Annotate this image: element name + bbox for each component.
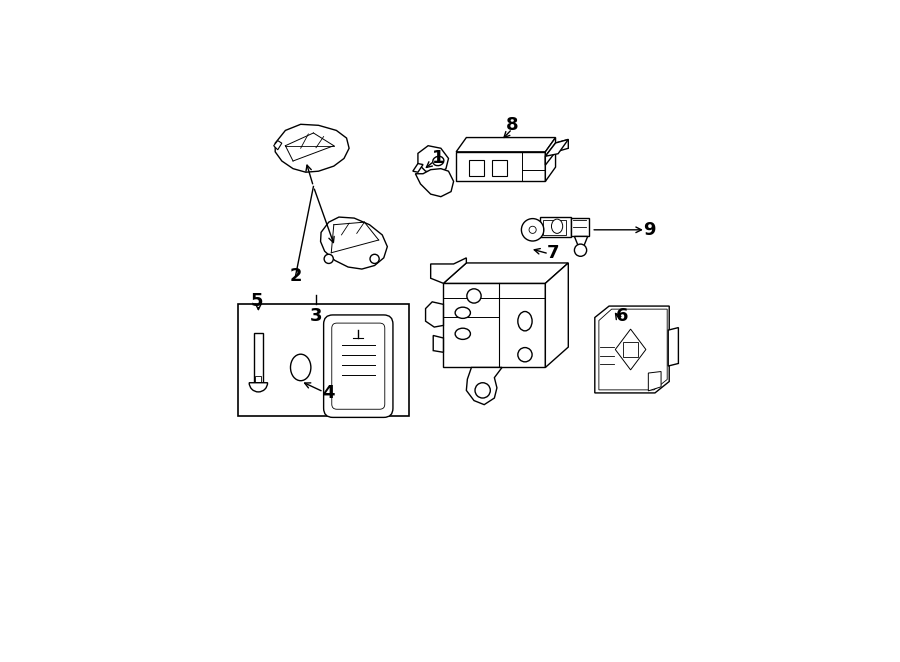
Circle shape <box>475 383 491 398</box>
Text: 8: 8 <box>506 117 518 134</box>
Polygon shape <box>426 302 444 327</box>
Polygon shape <box>433 336 444 352</box>
Polygon shape <box>668 328 679 366</box>
Polygon shape <box>545 140 568 165</box>
Circle shape <box>521 218 544 241</box>
Bar <box>491 160 507 176</box>
Polygon shape <box>571 218 589 236</box>
Polygon shape <box>540 217 571 238</box>
Text: 3: 3 <box>310 307 322 326</box>
Polygon shape <box>456 152 545 181</box>
Text: 1: 1 <box>432 150 445 167</box>
Polygon shape <box>574 236 588 247</box>
Text: 5: 5 <box>251 292 264 310</box>
FancyBboxPatch shape <box>324 315 393 418</box>
Polygon shape <box>466 367 502 404</box>
Polygon shape <box>456 138 555 152</box>
Text: 7: 7 <box>547 244 559 261</box>
Circle shape <box>370 254 379 263</box>
Circle shape <box>574 244 587 256</box>
Polygon shape <box>444 263 568 283</box>
Text: 4: 4 <box>322 384 335 402</box>
Polygon shape <box>431 258 466 283</box>
Polygon shape <box>648 371 662 391</box>
Bar <box>543 220 566 235</box>
Polygon shape <box>275 124 349 172</box>
Circle shape <box>324 254 333 263</box>
Text: 9: 9 <box>644 221 656 239</box>
Polygon shape <box>595 306 670 393</box>
Wedge shape <box>249 383 267 392</box>
Polygon shape <box>418 146 448 173</box>
Ellipse shape <box>518 312 532 331</box>
Bar <box>469 160 484 176</box>
Bar <box>624 342 638 357</box>
Bar <box>254 333 263 383</box>
Polygon shape <box>274 140 282 150</box>
Bar <box>256 375 261 382</box>
Ellipse shape <box>455 328 471 340</box>
Circle shape <box>467 289 482 303</box>
Circle shape <box>518 348 532 362</box>
Text: 6: 6 <box>616 307 628 326</box>
Text: 2: 2 <box>289 267 302 285</box>
Polygon shape <box>320 217 387 269</box>
Ellipse shape <box>433 156 444 166</box>
Ellipse shape <box>291 354 310 381</box>
Polygon shape <box>545 263 568 367</box>
Polygon shape <box>416 169 454 197</box>
Polygon shape <box>545 140 568 156</box>
Ellipse shape <box>552 219 562 234</box>
Polygon shape <box>413 164 423 172</box>
Polygon shape <box>444 283 545 367</box>
Ellipse shape <box>455 307 471 318</box>
Bar <box>238 304 409 416</box>
Polygon shape <box>545 138 555 181</box>
